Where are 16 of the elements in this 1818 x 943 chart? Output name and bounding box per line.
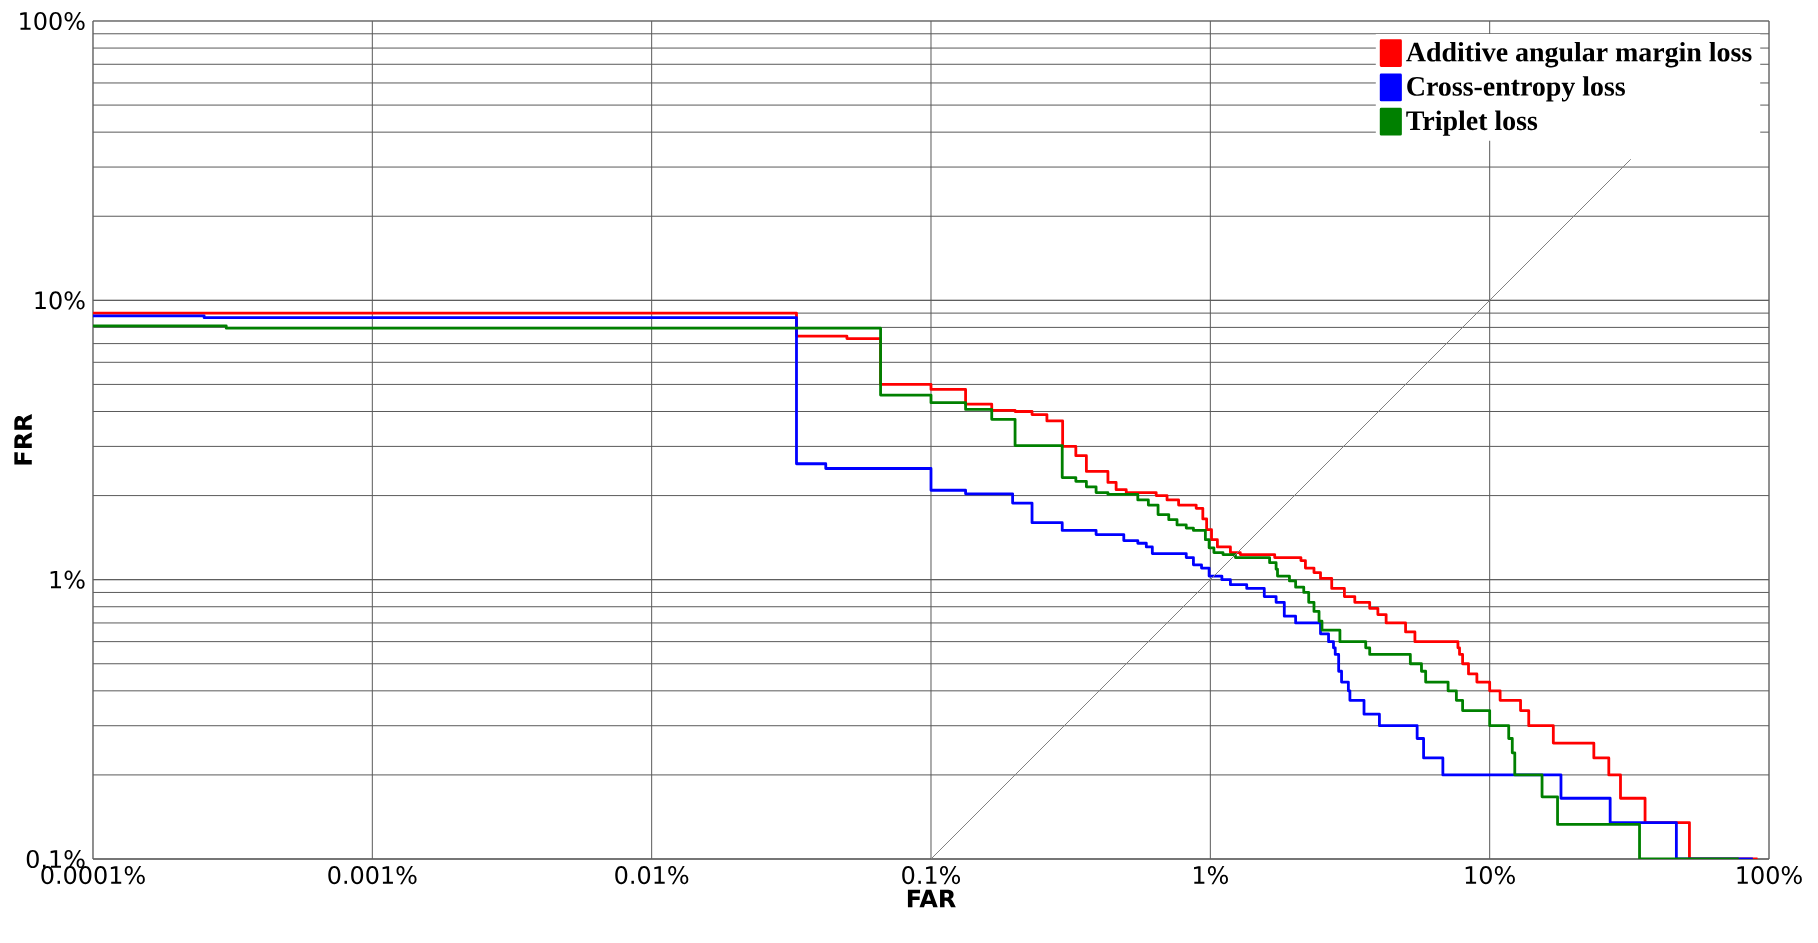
legend-label: Cross-entropy loss xyxy=(1407,76,1625,102)
x-tick-label: 0.1% xyxy=(902,866,961,885)
x-tick-label: 100% xyxy=(1737,866,1802,885)
y-tick-label: 100% xyxy=(20,11,85,31)
x-tick-label: 0.01% xyxy=(615,866,689,885)
y-tick-label: 10% xyxy=(35,291,85,310)
legend-label: Triplet loss xyxy=(1406,110,1538,136)
x-tick-label: 0.001% xyxy=(328,866,417,885)
legend-label: Additive angular margin loss xyxy=(1406,41,1752,68)
x-tick-label: 10% xyxy=(1465,866,1515,885)
x-axis-title: FAR xyxy=(907,889,956,908)
y-tick-label: 0.1% xyxy=(26,849,85,869)
y-tick-label: 1% xyxy=(50,570,85,589)
x-tick-label: 0.0001% xyxy=(41,866,145,885)
x-tick-label: 1% xyxy=(1193,866,1228,885)
y-axis-title: FRR xyxy=(14,413,32,465)
